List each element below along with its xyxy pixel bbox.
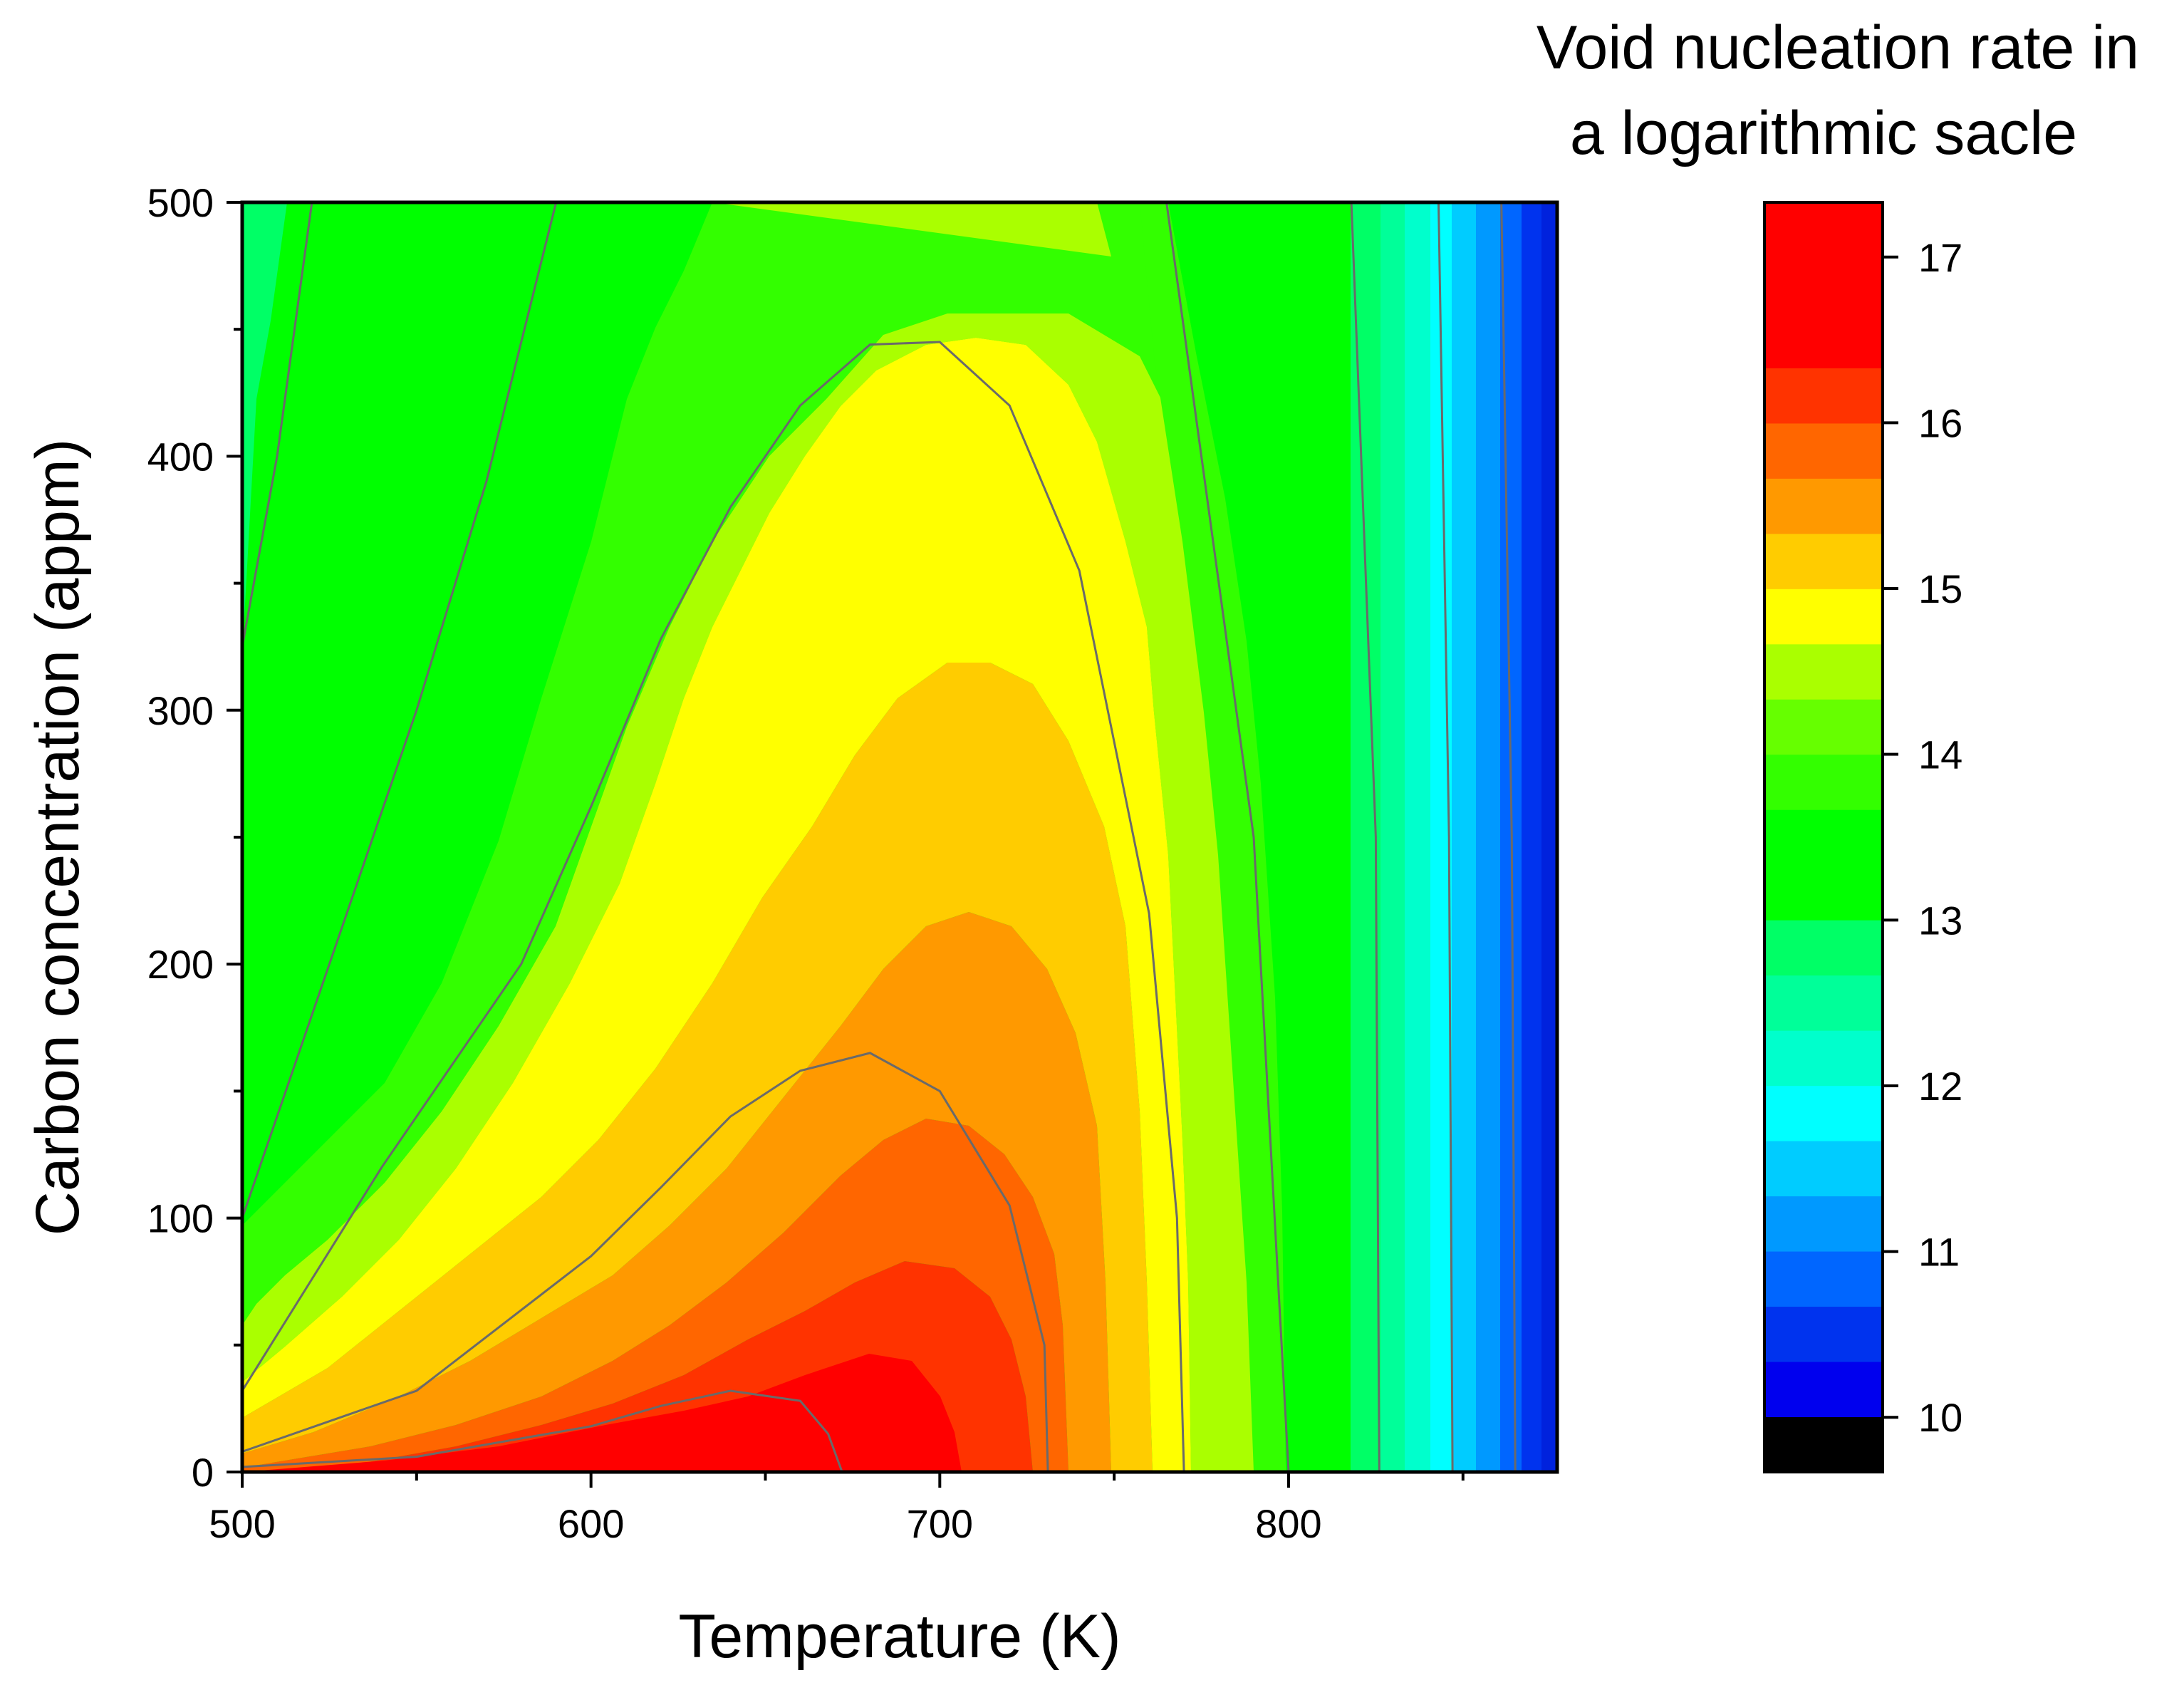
colorbar-tick-label: 13	[1918, 898, 1962, 943]
contour-line-8	[1500, 202, 1517, 1472]
band-16-67	[242, 1354, 962, 1472]
y-tick-label: 500	[147, 180, 214, 225]
colorbar-tick-label: 11	[1918, 1230, 1960, 1275]
band-13-33-right	[1380, 202, 1405, 1472]
colorbar-segment	[1764, 1196, 1883, 1252]
x-axis: 500 600 700 800	[209, 1472, 1465, 1546]
colorbar-title-line2: a logarithmic sacle	[1570, 99, 2077, 167]
contour-lines	[242, 202, 1517, 1472]
plot-area	[242, 202, 1557, 1472]
colorbar-segment	[1764, 864, 1883, 921]
x-tick-label: 600	[558, 1501, 624, 1546]
contour-line-7	[1437, 202, 1454, 1472]
y-tick-label: 100	[147, 1196, 214, 1241]
x-axis-title: Temperature (K)	[678, 1602, 1120, 1671]
y-axis: 0 100 200 300 400 500	[147, 180, 242, 1495]
band-11-33-right	[1522, 202, 1541, 1472]
y-tick-label: 200	[147, 942, 214, 987]
band-11-right	[1541, 202, 1557, 1472]
colorbar-segment	[1764, 1030, 1883, 1087]
contour-line-5	[1165, 202, 1290, 1472]
colorbar: 10 11 12 13 14 15 16 17	[1763, 201, 1962, 1473]
colorbar-frame	[1763, 201, 1884, 1473]
band-15-33	[242, 663, 1153, 1472]
colorbar-tick-label: 15	[1918, 566, 1962, 611]
colorbar-segment	[1764, 754, 1883, 810]
contour-line-2	[242, 341, 1185, 1472]
colorbar-segment	[1764, 1251, 1883, 1307]
colorbar-segment	[1764, 699, 1883, 755]
band-15	[242, 338, 1191, 1472]
colorbar-segment	[1764, 423, 1883, 479]
colorbar-segment	[1764, 1362, 1883, 1418]
y-axis-title: Carbon concentration (appm)	[24, 439, 92, 1236]
contour-line-3	[242, 202, 558, 1219]
y-tick-label: 400	[147, 434, 214, 479]
colorbar-segment	[1764, 368, 1883, 424]
band-13-right	[1405, 202, 1430, 1472]
colorbar-segment	[1764, 643, 1883, 700]
colorbar-segment	[1764, 202, 1883, 258]
colorbar-segment	[1764, 809, 1883, 866]
colorbar-segment	[1764, 312, 1883, 368]
band-14-right	[1168, 202, 1351, 1472]
colorbar-segment	[1764, 589, 1883, 645]
contour-line-4	[242, 202, 313, 647]
y-tick-label: 300	[147, 688, 214, 733]
colorbar-segment	[1764, 533, 1883, 589]
band-12-right	[1476, 202, 1500, 1472]
band-15-67	[242, 912, 1111, 1472]
colorbar-segment	[1764, 1416, 1883, 1473]
contour-line-6	[1350, 202, 1380, 1472]
y-tick-label: 0	[192, 1450, 214, 1495]
band-12-33-right	[1452, 202, 1476, 1472]
colorbar-tick-label: 14	[1918, 732, 1962, 777]
contour-line-0	[242, 1389, 843, 1472]
colorbar-tick-label: 17	[1918, 235, 1962, 280]
band-16	[242, 1119, 1068, 1472]
colorbar-title-line1: Void nucleation rate in	[1536, 14, 2139, 82]
colorbar-segment	[1764, 478, 1883, 534]
colorbar-tick-label: 10	[1918, 1395, 1962, 1440]
colorbar-segment	[1764, 975, 1883, 1031]
band-13-67-left	[242, 202, 287, 655]
x-tick-label: 700	[907, 1501, 973, 1546]
x-tick-label: 800	[1255, 1501, 1321, 1546]
colorbar-segment	[1764, 257, 1883, 313]
contour-line-1	[242, 1052, 1049, 1472]
x-tick-label: 500	[209, 1501, 275, 1546]
colorbar-tick-label: 12	[1918, 1064, 1962, 1109]
colorbar-segment	[1764, 1141, 1883, 1197]
colorbar-tick-label: 16	[1918, 400, 1962, 445]
colorbar-segment	[1764, 1306, 1883, 1362]
band-14-33-right	[1140, 202, 1286, 1472]
colorbar-segment	[1764, 1085, 1883, 1141]
colorbar-segment	[1764, 920, 1883, 976]
